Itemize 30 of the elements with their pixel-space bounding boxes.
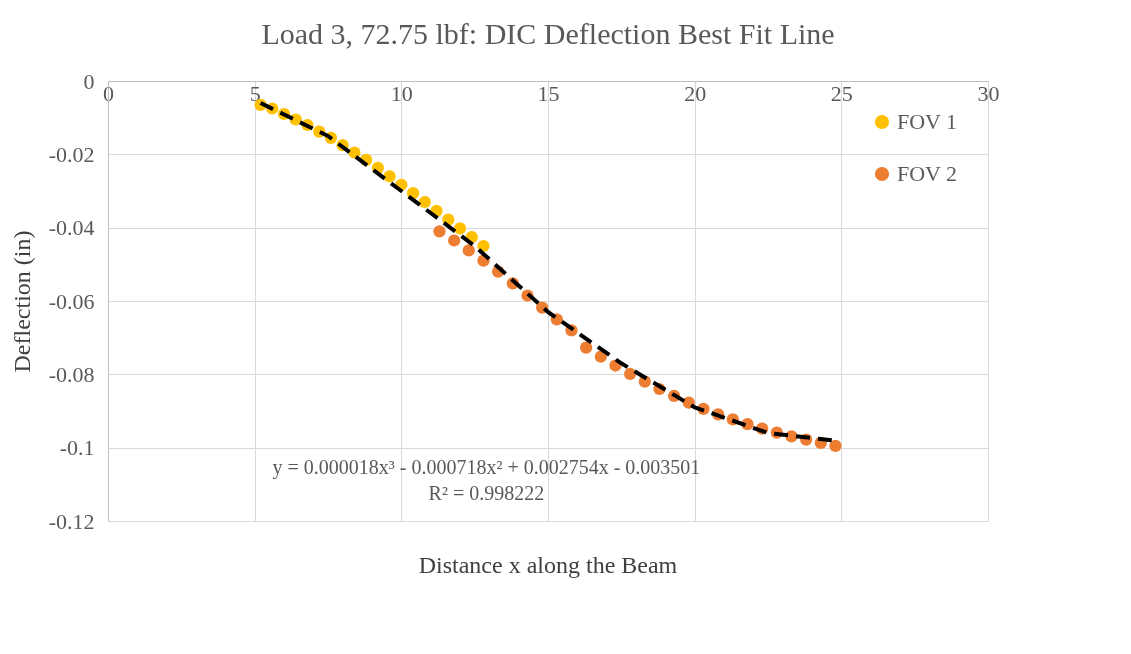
annotation: y = 0.000018x³ - 0.000718x² + 0.002754x - 0.003501 [272,456,701,480]
x-tick-label: 25 [830,80,853,106]
x-tick-label: 15 [537,80,560,106]
point [594,350,607,363]
annotation: R² = 0.998222 [428,482,545,505]
y-axis-title: Deflection (in) [8,230,35,373]
x-axis-title: Distance x along the Beam [418,552,678,578]
y-tick-label: -0.12 [48,508,95,534]
point [453,222,467,235]
point [624,367,637,381]
y-tick-label: -0.1 [59,435,95,461]
point [383,170,396,183]
y-tick-label: -0.02 [48,141,95,167]
point [448,234,461,247]
x-tick-label: 10 [390,80,413,106]
point [580,341,593,354]
x-tick-label: 30 [977,80,1000,106]
x-tick-label: 0 [103,80,114,106]
y-tick-label: -0.08 [48,361,95,387]
point [829,439,842,452]
chart-title: Load 3, 72.75 lbf: DIC Deflection Best Fit Line [261,17,835,50]
legend-label: FOV 2 [897,161,958,186]
point [433,225,446,238]
legend-label: FOV 1 [897,109,958,134]
x-tick-label: 5 [249,80,261,106]
point [418,195,431,209]
point [462,244,475,257]
y-tick-label: -0.06 [48,288,95,314]
x-tick-label: 20 [684,80,707,106]
y-tick-label: -0.04 [48,215,95,241]
